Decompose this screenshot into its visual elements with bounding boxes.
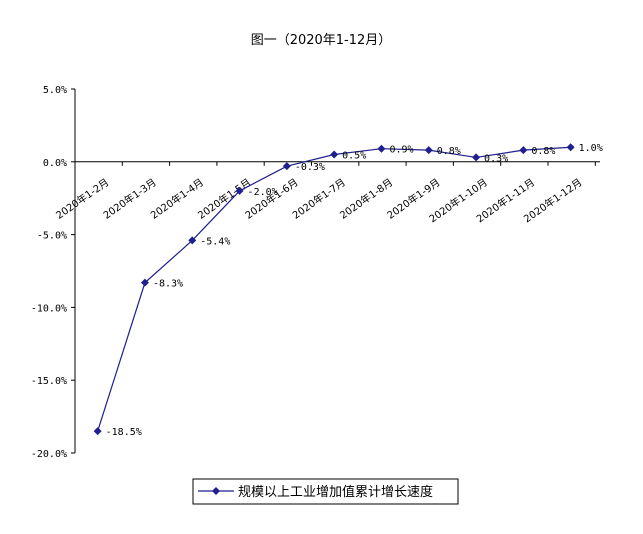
legend-label: 规模以上工业增加值累计增长速度 [238,484,433,500]
data-label: 0.3% [484,153,508,164]
axes [74,89,600,453]
data-label: 0.8% [531,146,555,157]
data-label: -18.5% [106,427,142,438]
y-tick-label: -5.0% [37,231,67,242]
data-point [93,427,102,436]
data-point [424,146,433,155]
data-label: -2.0% [248,187,278,198]
series [93,143,575,436]
data-label: 0.9% [389,145,413,156]
data-label: 1.0% [579,143,603,154]
data-point [140,278,149,287]
legend-box [192,478,459,505]
data-label: -8.3% [153,279,183,290]
data-label: 0.5% [342,151,366,162]
data-label: 0.8% [437,146,461,157]
data-point [377,144,386,153]
y-tick-label: -15.0% [31,376,67,387]
data-label: -5.4% [200,236,230,247]
data-point [519,146,528,155]
data-point [566,143,575,152]
legend-marker-icon [212,487,220,495]
y-tick-label: -10.0% [31,303,67,314]
y-tick-label: 5.0% [43,85,67,96]
data-point [472,153,481,162]
legend: 规模以上工业增加值累计增长速度 [192,478,459,505]
y-axis-ticks: 5.0% 0.0% -5.0% -10.0% -15.0% -20.0% [31,85,75,460]
data-labels: -18.5% -8.3% -5.4% -2.0% -0.3% 0.5% 0.9% 0.8% 0.… [106,143,603,438]
data-point [330,150,339,159]
data-point [282,162,291,171]
data-point [188,236,197,245]
data-label: -0.3% [295,162,325,173]
chart-title: 图一（2020年1-12月） [251,33,392,48]
data-point [235,186,244,195]
y-tick-label: -20.0% [31,449,67,460]
y-tick-label: 0.0% [43,158,67,169]
